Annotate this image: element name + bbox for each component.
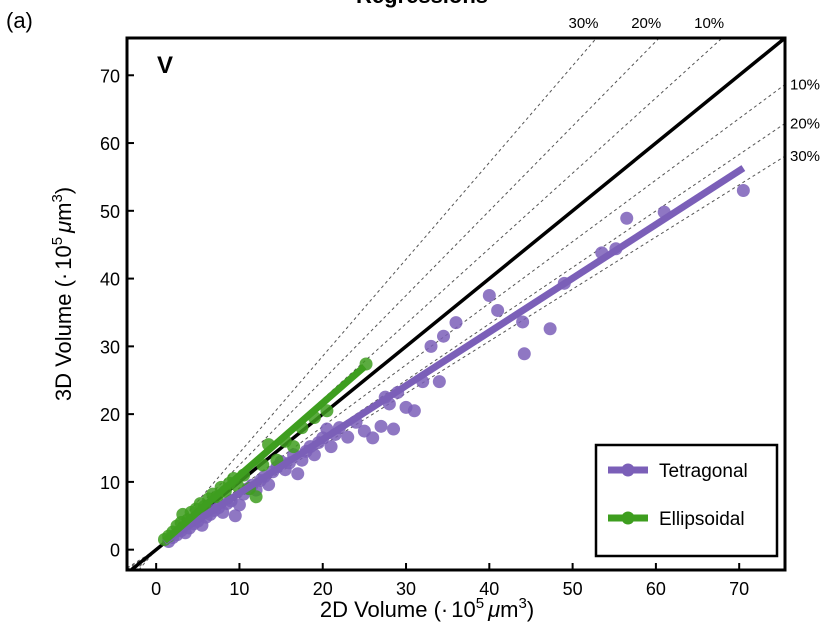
tetragonal-point-62: [543, 322, 557, 336]
y-tick-label-70: 70: [100, 66, 120, 86]
labels: (a) Regressions V 2D Volume (·105μm3) 3D…: [6, 0, 534, 622]
y-axis-label-dot: ·: [51, 273, 76, 280]
y-tick-label-40: 40: [100, 270, 120, 290]
tetragonal-point-46: [374, 419, 388, 433]
tetragonal-point-55: [432, 375, 446, 389]
x-tick-label-40: 40: [479, 579, 499, 599]
y-axis-label-base: 10: [51, 245, 76, 269]
y-axis-label-prefix: 3D Volume (: [51, 279, 76, 401]
reference-label-4: 20%: [790, 115, 820, 132]
x-axis-label-prefix: 2D Volume (: [320, 597, 442, 622]
x-tick-label-60: 60: [646, 579, 666, 599]
y-axis-label: 3D Volume (· 105 μm3): [49, 187, 76, 401]
tetragonal-point-24: [262, 478, 276, 492]
tetragonal-point-57: [449, 316, 463, 330]
y-axis-label-unit: m: [51, 203, 76, 221]
legend-label-tetragonal: Tetragonal: [659, 461, 748, 482]
x-axis-label-base: 10: [451, 597, 475, 622]
y-axis-label-unit-exp: 3: [49, 194, 66, 202]
legend-swatch-dot-tetragonal: [621, 463, 635, 477]
tetragonal-point-17: [232, 498, 246, 512]
plot-frame: [125, 36, 787, 572]
x-axis-label-mu: μ: [487, 597, 500, 622]
x-tick-label-70: 70: [729, 579, 749, 599]
ellipsoidal-point-26: [287, 440, 301, 454]
y-tick-label-50: 50: [100, 202, 120, 222]
x-axis-label-unit-exp: 3: [518, 595, 526, 612]
panel-letter: V: [157, 52, 173, 79]
x-tick-label-30: 30: [396, 579, 416, 599]
tetragonal-point-52: [407, 404, 421, 418]
ellipsoidal-point-21: [249, 490, 263, 504]
tetragonal-point-49: [387, 422, 401, 436]
tetragonal-point-35: [307, 448, 321, 462]
x-axis-label-close: ): [527, 597, 534, 622]
chart-marks: [128, 38, 785, 570]
ellipsoidal-point-29: [320, 404, 334, 418]
reference-label-3: 10%: [790, 77, 820, 94]
tetragonal-point-68: [736, 183, 750, 197]
tetragonal-fit-line: [162, 165, 746, 545]
reference-label-5: 30%: [790, 148, 820, 165]
reference-label-1: 20%: [631, 15, 661, 32]
tetragonal-point-42: [341, 430, 355, 444]
tetragonal-point-66: [620, 211, 634, 225]
tetragonal-point-59: [491, 303, 505, 317]
legend-label-ellipsoidal: Ellipsoidal: [659, 509, 745, 530]
reference-label-2: 10%: [694, 15, 724, 32]
tetragonal-point-61: [517, 347, 531, 361]
y-axis-label-exp: 5: [49, 237, 66, 245]
legend-box: [594, 443, 779, 558]
tetragonal-point-39: [324, 440, 338, 454]
y-tick-label-0: 0: [110, 541, 120, 561]
ellipsoidal-fit-line: [162, 364, 367, 544]
legend-swatch-dot-ellipsoidal: [621, 511, 635, 525]
y-tick-label-10: 10: [100, 473, 120, 493]
tetragonal-point-56: [437, 329, 451, 343]
legend: Tetragonal Ellipsoidal: [594, 443, 779, 558]
tetragonal-point-60: [516, 315, 530, 329]
x-tick-label-20: 20: [313, 579, 333, 599]
panel-label: (a): [6, 8, 33, 33]
x-tick-label-50: 50: [563, 579, 583, 599]
y-axis-label-mu: μ: [51, 221, 76, 234]
tetragonal-point-16: [228, 509, 242, 523]
x-axis-label: 2D Volume (· 105 μm3): [320, 595, 534, 622]
axes: 30% 20% 10% 10% 20% 30% 0 10 20 30 40 50 60 70 0 10 20 30…: [100, 15, 820, 599]
tetragonal-point-58: [482, 289, 496, 303]
x-axis-label-exp: 5: [476, 595, 484, 612]
tetragonal-point-45: [366, 431, 380, 445]
y-tick-label-30: 30: [100, 337, 120, 357]
x-axis-label-unit: m: [500, 597, 518, 622]
y-tick-label-60: 60: [100, 134, 120, 154]
y-tick-label-20: 20: [100, 405, 120, 425]
tetragonal-point-31: [291, 467, 305, 481]
tetragonal-point-54: [424, 339, 438, 353]
y-axis-label-close: ): [51, 187, 76, 194]
x-tick-label-10: 10: [229, 579, 249, 599]
chart-title: Regressions: [356, 0, 488, 8]
x-tick-label-0: 0: [151, 579, 161, 599]
x-axis-label-dot: ·: [441, 597, 448, 622]
reference-label-0: 30%: [568, 15, 598, 32]
